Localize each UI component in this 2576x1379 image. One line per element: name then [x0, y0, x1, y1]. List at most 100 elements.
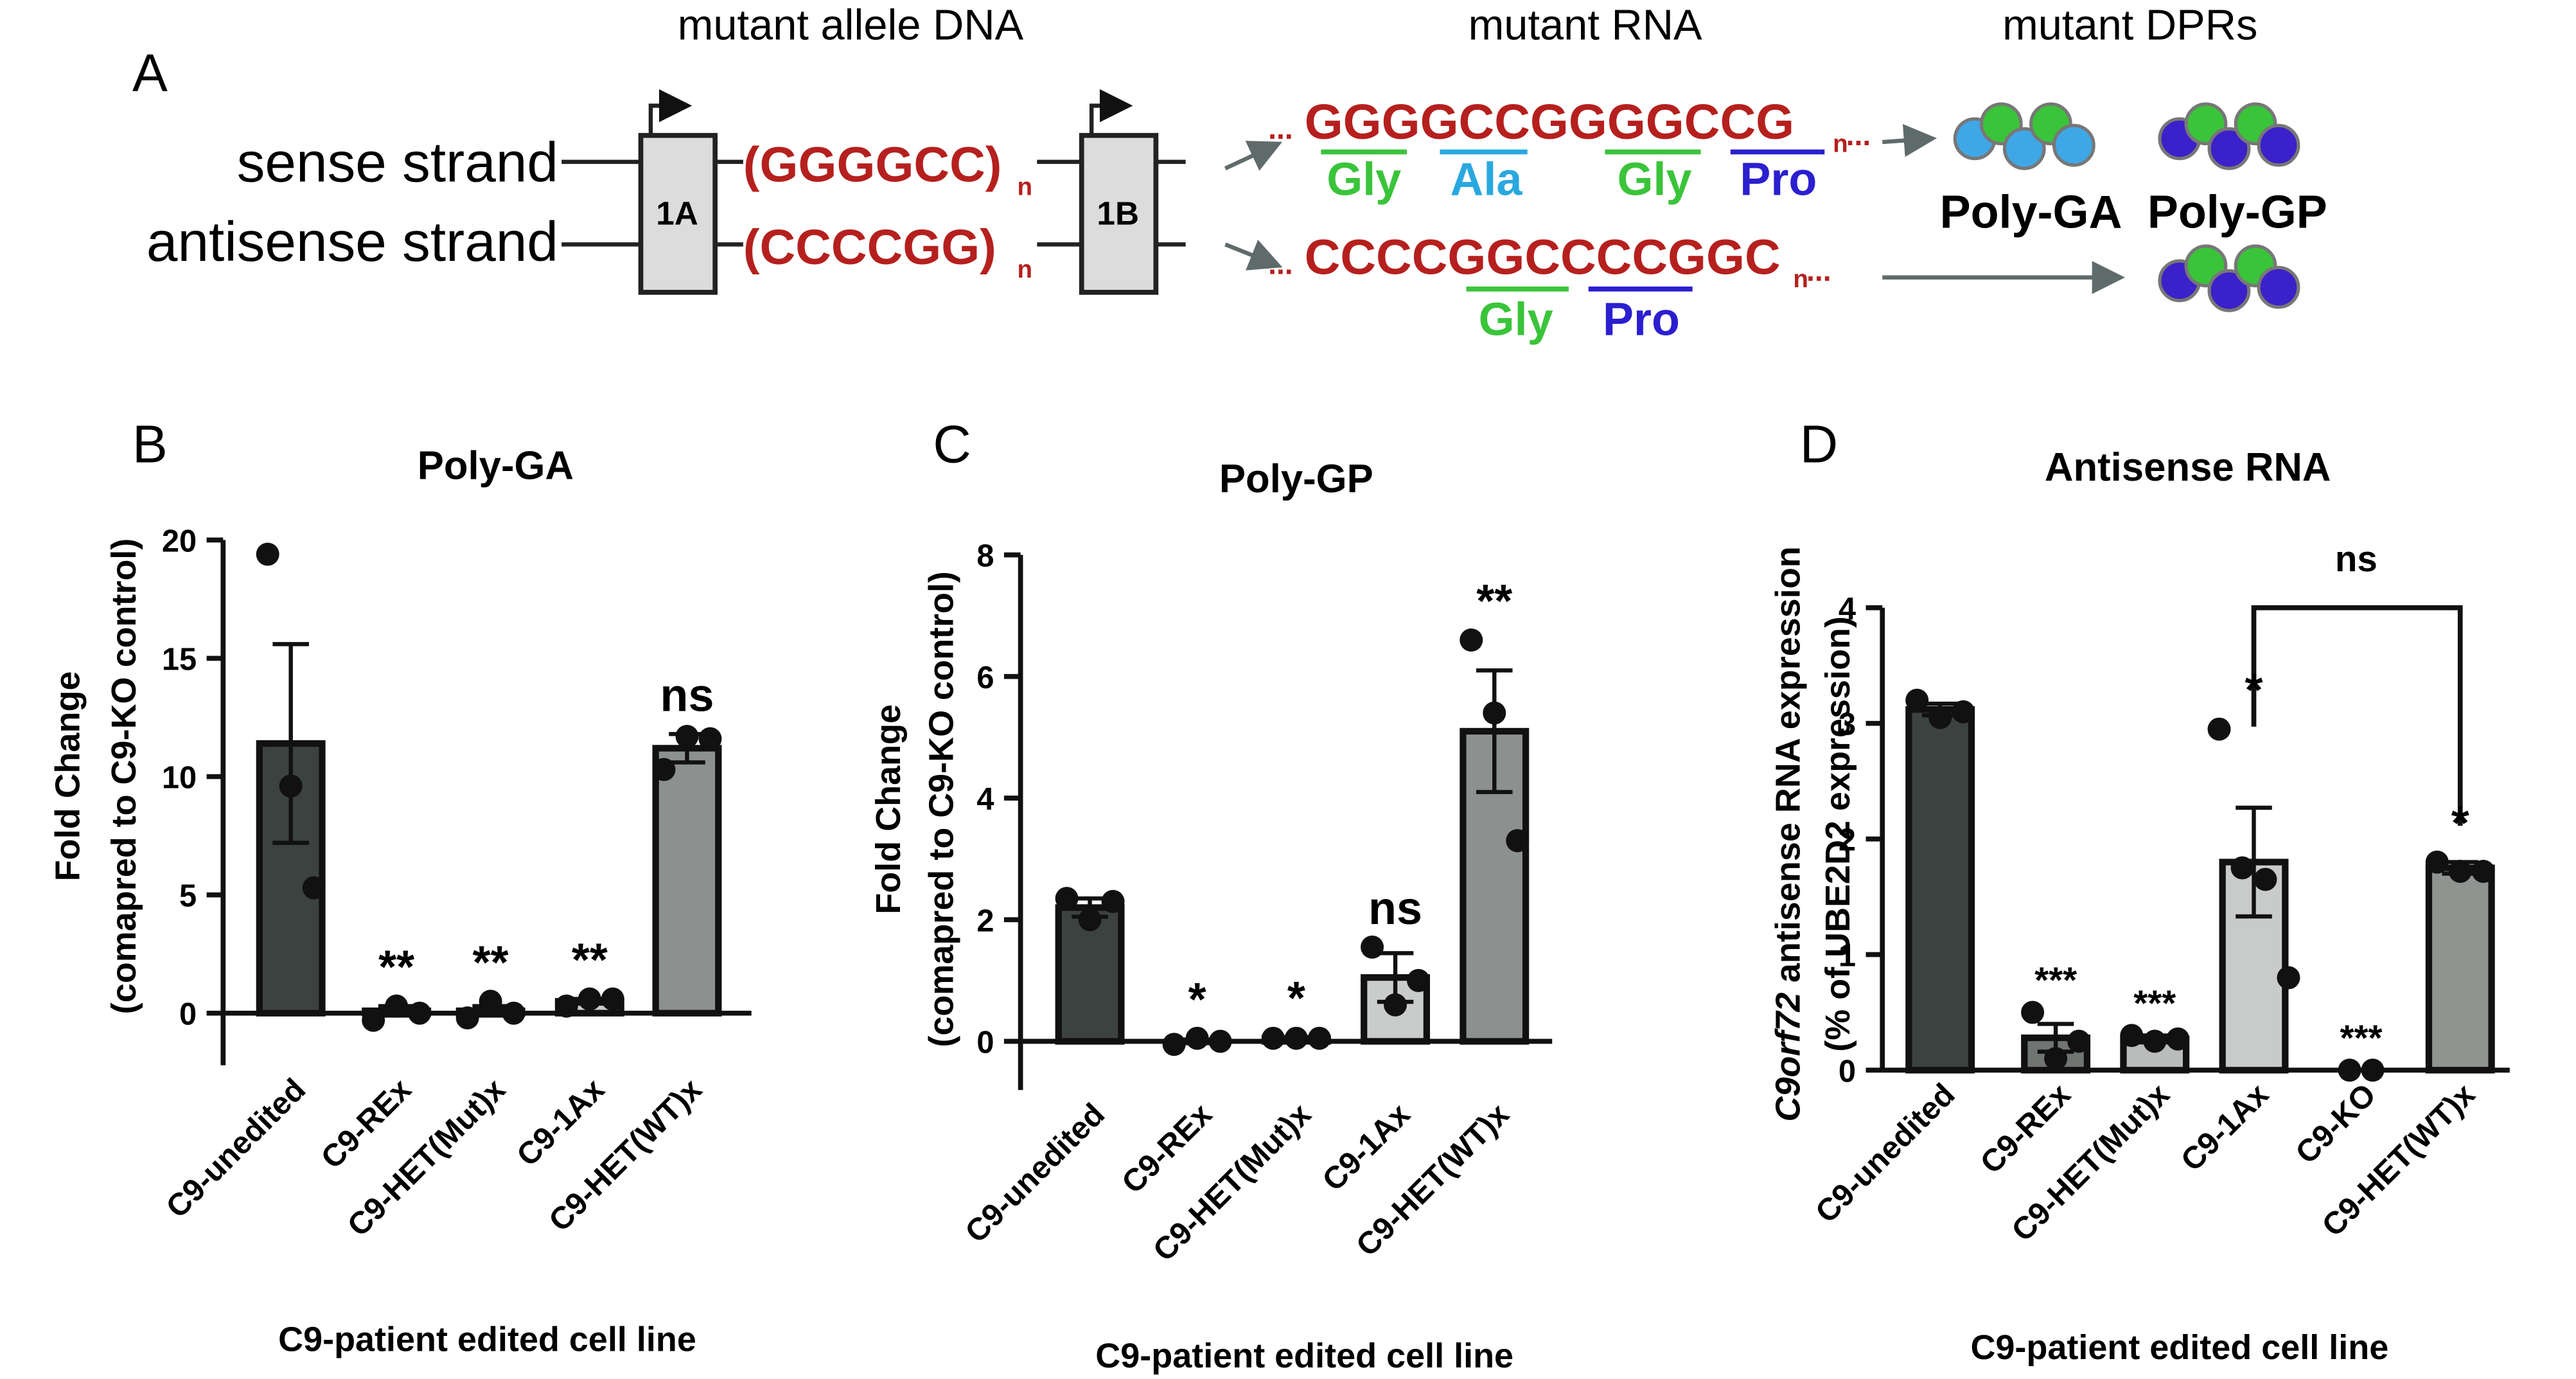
y-tick-label: 6	[976, 661, 994, 695]
data-point	[2230, 856, 2254, 880]
data-point	[385, 994, 409, 1018]
y-tick-label: 15	[162, 642, 197, 677]
y-axis-label: (comapred to C9-KO control)	[105, 538, 143, 1015]
significance: ***	[2133, 983, 2176, 1024]
data-point	[2021, 1001, 2045, 1024]
data-point	[1185, 1026, 1209, 1050]
x-tick-label: C9-1Ax	[510, 1072, 611, 1173]
data-point	[2143, 1029, 2167, 1053]
y-axis-label: C9orf72 antisense RNA expression	[1769, 546, 1808, 1121]
significance: ns	[660, 670, 714, 721]
codon: Gly	[1479, 294, 1553, 346]
panel-label: A	[132, 44, 168, 102]
y-tick-label: 1	[1839, 938, 1856, 973]
data-point	[302, 876, 326, 900]
panel-label: D	[1800, 416, 1838, 474]
data-point	[1078, 908, 1102, 932]
data-point	[2471, 859, 2495, 883]
exon-box	[638, 132, 718, 295]
rna-dots: ...	[1846, 118, 1871, 152]
bar	[652, 745, 722, 1017]
data-point	[1361, 935, 1384, 959]
x-axis-label: C9-patient edited cell line	[1095, 1337, 1513, 1375]
data-point	[2044, 1047, 2068, 1071]
exon-label: 1A	[656, 195, 698, 232]
data-point	[2361, 1058, 2385, 1082]
y-tick-label: 3	[1839, 707, 1856, 742]
header: mutant DPRs	[2002, 2, 2257, 49]
data-point	[1384, 993, 1407, 1017]
data-point	[1407, 968, 1431, 992]
data-point	[1905, 688, 1929, 712]
data-point	[1162, 1033, 1186, 1056]
strand-label: antisense strand	[146, 210, 558, 273]
bracket-label: ns	[2335, 538, 2378, 579]
significance: *	[2451, 798, 2469, 850]
panel-label: B	[132, 416, 168, 474]
data-point	[1483, 701, 1506, 725]
data-point	[479, 990, 502, 1013]
codon: Ala	[1450, 154, 1522, 205]
data-point	[455, 1006, 479, 1030]
data-point	[675, 724, 699, 748]
rna-dots: ...	[1806, 254, 1831, 287]
data-point	[256, 542, 279, 566]
exon-box	[1079, 132, 1159, 295]
y-axis-label-italic: C9orf72	[1769, 993, 1808, 1122]
significance: *	[1287, 973, 1305, 1024]
y-axis-label: (comapred to C9-KO control)	[922, 571, 960, 1047]
y-tick-label: 0	[976, 1026, 994, 1060]
codon: Pro	[1603, 294, 1680, 346]
data-point	[1307, 1026, 1331, 1050]
data-point	[698, 727, 722, 751]
bar	[1905, 706, 1975, 1074]
y-axis-label-part: antisense RNA expression	[1769, 546, 1808, 983]
significance: ***	[2034, 960, 2077, 1001]
data-point	[1952, 700, 1975, 724]
exon-label: 1B	[1097, 195, 1139, 232]
x-axis-label: C9-patient edited cell line	[1970, 1328, 2388, 1367]
y-axis-label: Fold Change	[49, 672, 87, 882]
x-tick-label: C9-1Ax	[1316, 1097, 1416, 1198]
x-tick-label: C9-unedited	[958, 1097, 1111, 1250]
x-tick-label: C9-unedited	[159, 1072, 312, 1225]
x-tick-label: C9-1Ax	[2175, 1077, 2275, 1178]
significance: ns	[1368, 883, 1422, 934]
y-tick-label: 2	[1839, 823, 1856, 858]
data-point	[2166, 1027, 2190, 1051]
rna-seq: CCCCGGCCCCGGC	[1305, 230, 1781, 285]
repeat: (GGGGCC)	[743, 138, 1002, 193]
chart-title: Poly-GA	[418, 443, 574, 488]
data-point	[601, 987, 624, 1011]
diagram: A mutant allele DNA mutant RNA mutant DP…	[132, 2, 2327, 346]
y-tick-label: 4	[1839, 592, 1856, 627]
data-point	[1460, 628, 1483, 652]
data-point	[1208, 1029, 1232, 1053]
significance: **	[1476, 576, 1512, 627]
data-point	[652, 758, 676, 781]
data-point	[578, 987, 601, 1011]
header: mutant allele DNA	[678, 2, 1024, 49]
codon: Gly	[1327, 154, 1401, 205]
repeat-sub: n	[1018, 173, 1033, 200]
strand-label: sense strand	[237, 131, 558, 194]
data-point	[2277, 966, 2300, 990]
data-point	[502, 1001, 525, 1025]
rna-seq: GGGGCCGGGGCCG	[1305, 94, 1794, 150]
data-point	[1261, 1026, 1285, 1050]
significance: **	[572, 935, 608, 986]
y-tick-label: 20	[162, 524, 197, 558]
data-point	[2207, 717, 2231, 741]
panel-label: C	[933, 416, 971, 474]
data-point	[408, 1001, 432, 1025]
repeat: (CCCCGG)	[743, 220, 996, 275]
dpr-label: Poly-GA	[1940, 187, 2122, 238]
data-point	[1928, 706, 1952, 729]
y-tick-label: 0	[179, 997, 197, 1032]
data-point	[2425, 850, 2449, 874]
data-point	[2254, 867, 2277, 891]
data-point	[2338, 1058, 2361, 1082]
rna-sub: n	[1833, 130, 1848, 157]
rna-sub: n	[1793, 265, 1808, 293]
